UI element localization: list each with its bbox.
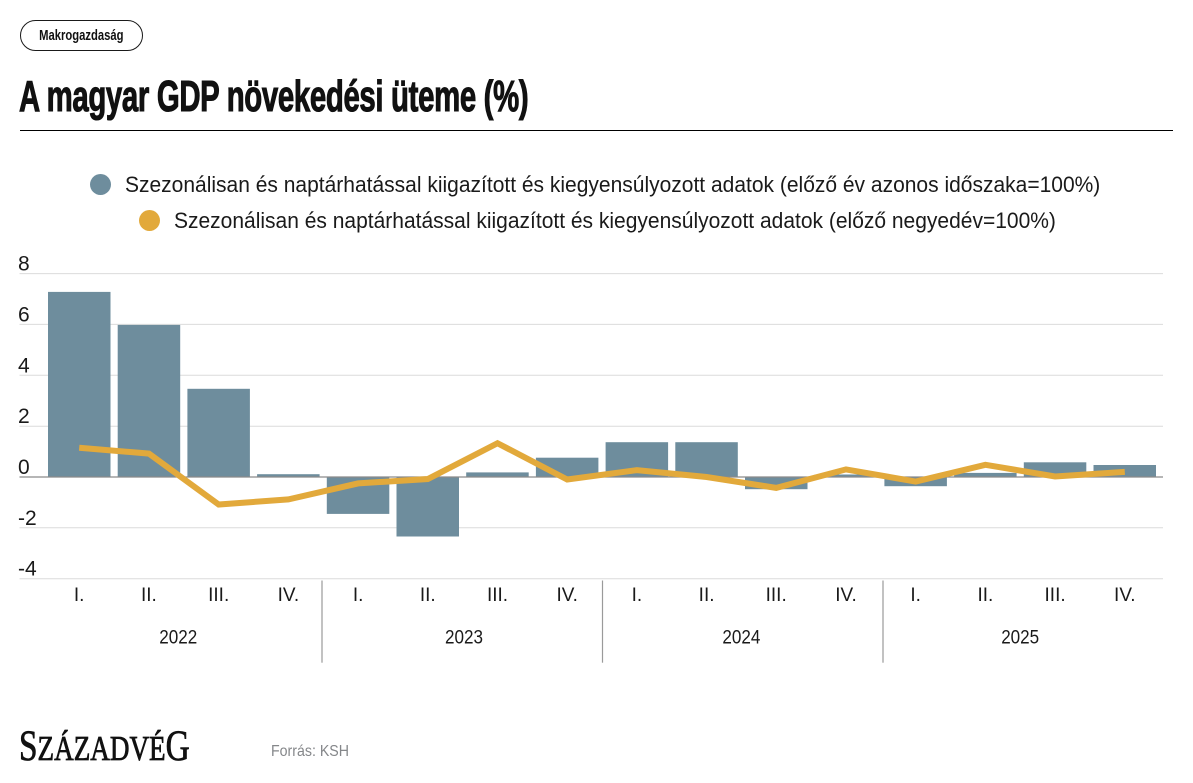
svg-text:II.: II. xyxy=(699,585,715,606)
svg-text:2022: 2022 xyxy=(159,628,197,649)
svg-text:III.: III. xyxy=(487,585,508,606)
svg-text:IV.: IV. xyxy=(835,585,857,606)
svg-text:IV.: IV. xyxy=(556,585,578,606)
svg-text:III.: III. xyxy=(766,585,787,606)
svg-text:II.: II. xyxy=(141,585,157,606)
svg-text:III.: III. xyxy=(1045,585,1066,606)
svg-text:-2: -2 xyxy=(18,507,37,530)
svg-text:I.: I. xyxy=(632,585,643,606)
svg-text:4: 4 xyxy=(18,354,30,377)
svg-text:2: 2 xyxy=(18,405,30,428)
svg-text:I.: I. xyxy=(353,585,364,606)
svg-text:2023: 2023 xyxy=(445,628,483,649)
svg-text:2025: 2025 xyxy=(1001,628,1039,649)
svg-text:IV.: IV. xyxy=(278,585,300,606)
svg-text:6: 6 xyxy=(18,303,30,326)
svg-text:IV.: IV. xyxy=(1114,585,1136,606)
svg-text:I.: I. xyxy=(910,585,921,606)
svg-text:8: 8 xyxy=(18,253,30,276)
svg-text:II.: II. xyxy=(977,585,993,606)
svg-text:III.: III. xyxy=(208,585,229,606)
svg-text:0: 0 xyxy=(18,456,30,479)
svg-text:2024: 2024 xyxy=(722,628,760,649)
svg-text:II.: II. xyxy=(420,585,436,606)
svg-text:-4: -4 xyxy=(18,558,37,581)
svg-text:I.: I. xyxy=(74,585,85,606)
